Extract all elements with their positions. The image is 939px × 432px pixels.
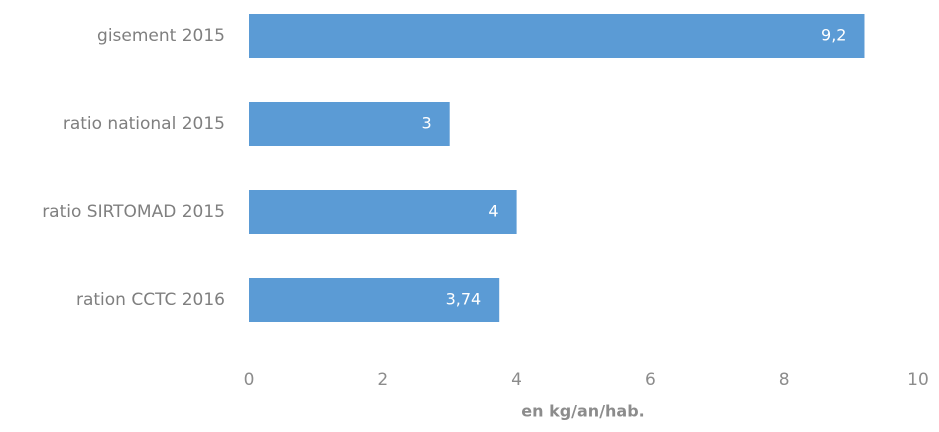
bar: [249, 190, 517, 234]
y-tick-label: ratio national 2015: [63, 114, 225, 134]
y-tick-label: ration CCTC 2016: [76, 290, 225, 310]
x-axis-label: en kg/an/hab.: [521, 402, 645, 421]
value-label: 3,74: [446, 290, 482, 309]
bar: [249, 278, 500, 322]
value-label: 9,2: [821, 26, 846, 45]
x-tick-label: 10: [907, 370, 929, 390]
x-tick-label: 8: [779, 370, 790, 390]
y-tick-label: gisement 2015: [97, 26, 225, 46]
bar: [249, 102, 450, 146]
value-label: 4: [488, 202, 498, 221]
value-label: 3: [422, 114, 432, 133]
x-tick-label: 4: [511, 370, 522, 390]
x-tick-label: 0: [244, 370, 255, 390]
y-tick-label: ratio SIRTOMAD 2015: [42, 202, 225, 222]
bar: [249, 14, 865, 58]
x-tick-label: 2: [377, 370, 388, 390]
x-tick-label: 6: [645, 370, 656, 390]
